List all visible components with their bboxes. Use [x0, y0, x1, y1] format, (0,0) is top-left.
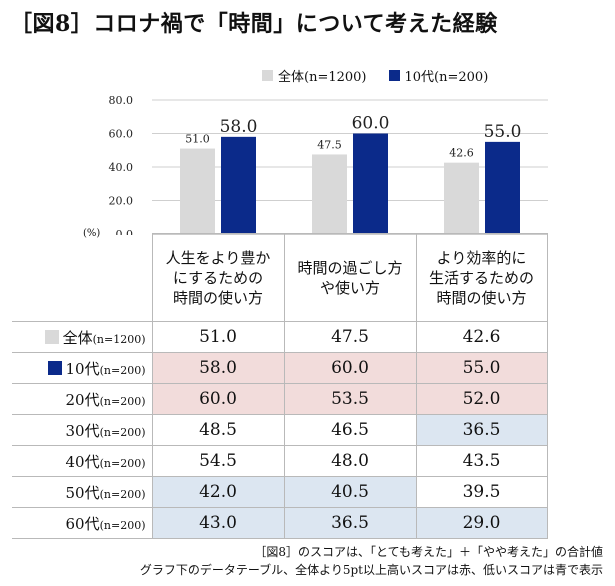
row-label: 30代(n=200): [12, 414, 153, 446]
row-label-text: 50代: [65, 483, 100, 502]
table-cell: 53.5: [283, 383, 417, 415]
data-label: 47.5: [317, 138, 342, 151]
row-sample-size: (n=200): [99, 425, 146, 439]
table-cell: 54.5: [151, 445, 285, 477]
row-swatch: [47, 360, 62, 375]
table-cell: 46.5: [283, 414, 417, 446]
table-cell: 47.5: [283, 321, 417, 353]
row-sample-size: (n=200): [99, 487, 146, 501]
chart-title: ［図8］コロナ禍で「時間」について考えた経験: [10, 11, 498, 37]
data-table: 人生をより豊か にするための 時間の使い方 時間の過ごし方 や使い方 より効率的に 生活する…: [12, 233, 548, 539]
data-label: 51.0: [185, 133, 210, 146]
column-header-line: 生活するための: [428, 268, 534, 287]
row-label-text: 全体: [62, 328, 93, 347]
bar: [485, 141, 520, 234]
table-cell: 43.5: [415, 445, 548, 477]
table-row: 10代(n=200) 58.0 60.0 55.0: [12, 352, 548, 384]
table-header-row: 人生をより豊か にするための 時間の使い方 時間の過ごし方 や使い方 より効率的に 生活する…: [12, 233, 548, 322]
legend-label-teens: 10代(n=200): [404, 70, 489, 85]
table-cell: 60.0: [283, 352, 417, 384]
column-header-line: 時間の使い方: [436, 288, 527, 307]
column-header: より効率的に 生活するための 時間の使い方: [415, 233, 548, 322]
table-cell: 40.5: [283, 476, 417, 508]
row-label-text: 30代: [65, 421, 100, 440]
row-label: 10代(n=200): [12, 352, 153, 384]
row-sample-size: (n=200): [99, 456, 146, 470]
table-row: 全体(n=1200) 51.0 47.5 42.6: [12, 321, 548, 353]
column-header-line: や使い方: [319, 278, 380, 297]
row-sample-size: (n=1200): [92, 332, 146, 346]
column-header: 人生をより豊か にするための 時間の使い方: [151, 233, 285, 322]
table-cell: 36.5: [283, 507, 417, 539]
table-cell: 58.0: [151, 352, 285, 384]
table-row: 40代(n=200) 54.5 48.0 43.5: [12, 445, 548, 477]
y-tick-label: 40.0: [109, 161, 134, 174]
table-cell: 60.0: [151, 383, 285, 415]
legend-label-overall: 全体(n=1200): [278, 70, 367, 85]
table-row: 30代(n=200) 48.5 46.5 36.5: [12, 414, 548, 446]
table-cell: 55.0: [415, 352, 548, 384]
legend-item-overall: 全体(n=1200): [262, 66, 367, 85]
table-cell: 29.0: [415, 507, 548, 539]
row-label: 50代(n=200): [12, 476, 153, 508]
bar: [312, 154, 347, 234]
y-tick-label: 80.0: [109, 94, 134, 107]
bar: [444, 162, 479, 234]
table-cell: 51.0: [151, 321, 285, 353]
bar: [221, 136, 256, 234]
bar: [180, 148, 215, 234]
column-header-line: にするための: [172, 268, 264, 287]
data-label: 58.0: [220, 117, 258, 137]
row-label-text: 60代: [65, 514, 100, 533]
table-corner: [12, 233, 153, 322]
table-cell: 48.5: [151, 414, 285, 446]
column-header-line: 人生をより豊か: [165, 248, 271, 267]
row-label-text: 20代: [65, 390, 100, 409]
table-cell: 39.5: [415, 476, 548, 508]
table-row: 50代(n=200) 42.0 40.5 39.5: [12, 476, 548, 508]
row-label: 60代(n=200): [12, 507, 153, 539]
column-header-line: より効率的に: [436, 248, 527, 267]
legend-swatch-overall: [262, 70, 273, 81]
data-label: 55.0: [484, 122, 522, 142]
column-header-line: 時間の使い方: [172, 288, 263, 307]
legend-item-teens: 10代(n=200): [388, 66, 489, 85]
bar-chart: 0.0 20.0 40.0 60.0 80.0 51.0 58.0 47.5 60.0 42.6 5…: [109, 94, 548, 235]
y-tick-label: 60.0: [109, 128, 134, 141]
row-label-text: 10代: [65, 359, 100, 378]
footnote-1: ［図8］のスコアは、「とても考えた」＋「やや考えた」の合計値: [254, 545, 603, 559]
y-tick-label: 0.0: [116, 228, 134, 235]
row-sample-size: (n=200): [99, 518, 146, 532]
data-label: 60.0: [352, 114, 390, 134]
table-row: 60代(n=200) 43.0 36.5 29.0: [12, 507, 548, 539]
legend-swatch-teens: [388, 70, 400, 81]
row-swatch: [44, 329, 59, 344]
table-cell: 52.0: [415, 383, 548, 415]
row-label: 40代(n=200): [12, 445, 153, 477]
table-cell: 48.0: [283, 445, 417, 477]
legend: 全体(n=1200) 10代(n=200): [262, 66, 488, 85]
row-label: 20代(n=200): [12, 383, 153, 415]
column-header-line: 時間の過ごし方: [297, 258, 403, 277]
row-label: 全体(n=1200): [12, 321, 153, 353]
table-cell: 42.6: [415, 321, 548, 353]
row-label-text: 40代: [65, 452, 100, 471]
table-cell: 43.0: [151, 507, 285, 539]
row-sample-size: (n=200): [99, 394, 146, 408]
row-sample-size: (n=200): [99, 363, 146, 377]
y-tick-label: 20.0: [109, 195, 134, 208]
table-cell: 42.0: [151, 476, 285, 508]
column-header: 時間の過ごし方 や使い方: [283, 233, 417, 322]
bar: [353, 133, 388, 234]
data-label: 42.6: [449, 147, 474, 160]
table-cell: 36.5: [415, 414, 548, 446]
table-row: 20代(n=200) 60.0 53.5 52.0: [12, 383, 548, 415]
footnote-2: グラフ下のデータテーブル、全体より5pt以上高いスコアは赤、低いスコアは青で表示: [139, 563, 603, 577]
